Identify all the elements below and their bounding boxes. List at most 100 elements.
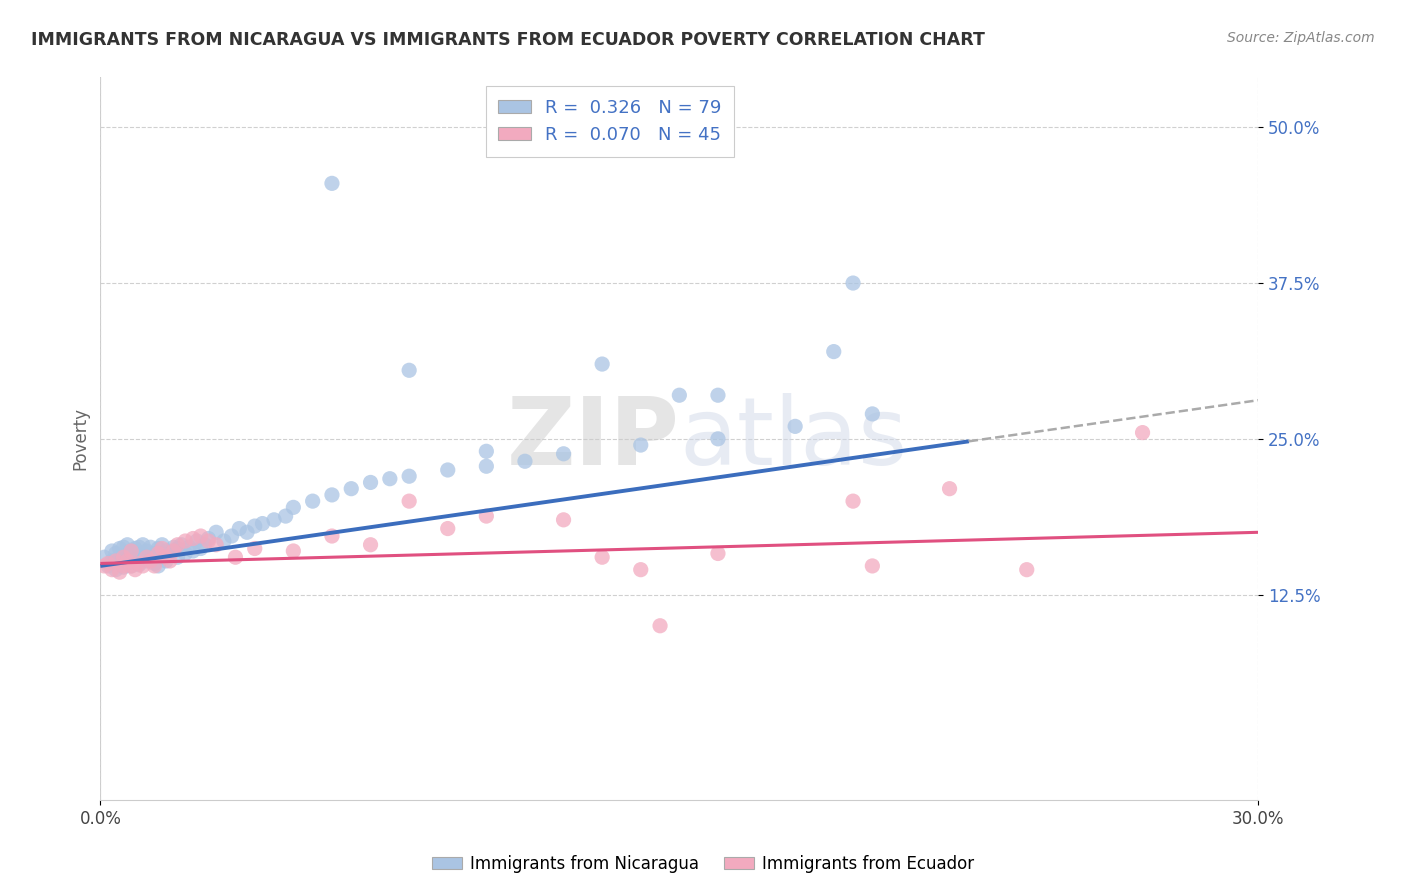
Point <box>591 357 613 371</box>
Point <box>155 554 177 568</box>
Point <box>475 444 498 458</box>
Point <box>181 532 204 546</box>
Point <box>321 529 343 543</box>
Point <box>707 432 730 446</box>
Point <box>205 538 228 552</box>
Point <box>101 554 124 568</box>
Point <box>842 276 865 290</box>
Point <box>301 494 323 508</box>
Point <box>860 407 883 421</box>
Point <box>163 541 186 555</box>
Point <box>228 522 250 536</box>
Point <box>283 544 305 558</box>
Point <box>112 541 135 555</box>
Text: atlas: atlas <box>679 392 908 485</box>
Point <box>166 541 188 556</box>
Point <box>398 469 420 483</box>
Y-axis label: Poverty: Poverty <box>72 408 89 470</box>
Point <box>139 550 162 565</box>
Point <box>132 546 155 560</box>
Text: ZIP: ZIP <box>506 392 679 485</box>
Text: IMMIGRANTS FROM NICARAGUA VS IMMIGRANTS FROM ECUADOR POVERTY CORRELATION CHART: IMMIGRANTS FROM NICARAGUA VS IMMIGRANTS … <box>31 31 984 49</box>
Point <box>236 525 259 540</box>
Point <box>186 534 208 549</box>
Point <box>132 538 155 552</box>
Point <box>93 550 115 565</box>
Text: Source: ZipAtlas.com: Source: ZipAtlas.com <box>1227 31 1375 45</box>
Point <box>97 558 120 573</box>
Point <box>150 541 173 556</box>
Point <box>553 513 575 527</box>
Point <box>97 557 120 571</box>
Point <box>378 472 401 486</box>
Point <box>101 563 124 577</box>
Point <box>135 544 157 558</box>
Point <box>321 488 343 502</box>
Point <box>135 554 157 568</box>
Point <box>112 550 135 565</box>
Point <box>475 459 498 474</box>
Point <box>166 538 188 552</box>
Point <box>436 522 458 536</box>
Point <box>243 541 266 556</box>
Point <box>591 550 613 565</box>
Point <box>120 558 142 573</box>
Point <box>104 546 127 560</box>
Point <box>193 538 215 552</box>
Point <box>630 563 652 577</box>
Point <box>124 552 146 566</box>
Point <box>938 482 960 496</box>
Point <box>148 558 170 573</box>
Point <box>823 344 845 359</box>
Point <box>630 438 652 452</box>
Point <box>108 565 131 579</box>
Point <box>128 557 150 571</box>
Point <box>174 534 197 549</box>
Point <box>252 516 274 531</box>
Point <box>205 525 228 540</box>
Point <box>283 500 305 515</box>
Point <box>143 546 166 560</box>
Point <box>112 558 135 573</box>
Point <box>132 558 155 573</box>
Point <box>243 519 266 533</box>
Point <box>117 554 139 568</box>
Point <box>139 554 162 568</box>
Point <box>785 419 807 434</box>
Point <box>108 541 131 556</box>
Point <box>398 363 420 377</box>
Point <box>166 550 188 565</box>
Point <box>155 544 177 558</box>
Point <box>221 529 243 543</box>
Point <box>553 447 575 461</box>
Point <box>139 541 162 555</box>
Point <box>93 558 115 573</box>
Point <box>1132 425 1154 440</box>
Point <box>321 177 343 191</box>
Point <box>212 534 235 549</box>
Point <box>128 558 150 572</box>
Point <box>104 554 127 568</box>
Point <box>190 529 212 543</box>
Point <box>120 558 142 573</box>
Point <box>150 538 173 552</box>
Point <box>124 541 146 556</box>
Point <box>117 538 139 552</box>
Point <box>513 454 536 468</box>
Point <box>150 550 173 565</box>
Point <box>112 550 135 565</box>
Point <box>436 463 458 477</box>
Point <box>159 554 181 568</box>
Point <box>128 541 150 555</box>
Point <box>475 509 498 524</box>
Point <box>668 388 690 402</box>
Point <box>197 532 219 546</box>
Point <box>128 550 150 565</box>
Point <box>159 546 181 560</box>
Point <box>117 557 139 571</box>
Point <box>117 548 139 562</box>
Point <box>360 475 382 490</box>
Point <box>842 494 865 508</box>
Point <box>155 550 177 565</box>
Point <box>197 534 219 549</box>
